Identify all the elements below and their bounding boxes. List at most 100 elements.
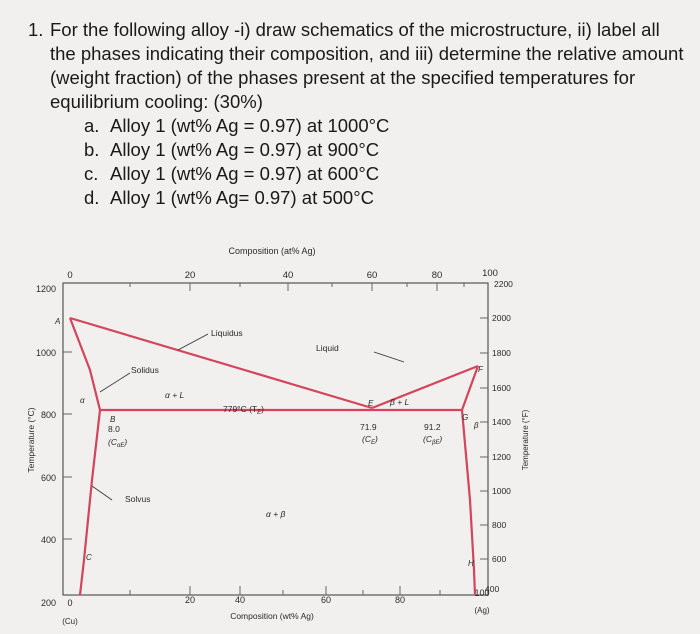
right-tick-label: 600	[492, 554, 506, 564]
liquidus-label: Liquidus	[211, 328, 243, 338]
beta-l-label: β + L	[389, 397, 410, 407]
alpha-region-label: α	[80, 396, 85, 405]
right-tick-label: 2200	[494, 279, 513, 289]
part-letter: b.	[84, 139, 100, 160]
point-f-label: F	[478, 365, 484, 374]
solidus-leader	[99, 372, 131, 393]
part-letter: c.	[84, 163, 99, 184]
liquidus-right-line	[371, 364, 479, 410]
top-tick-labels: 0 20 40 60 80 100	[67, 268, 498, 281]
question-stem: 1. For the following alloy -i) draw sche…	[28, 18, 688, 114]
c-e-symbol: (CE)	[362, 434, 378, 446]
left-tick-label: 1200	[36, 284, 56, 294]
region-labels: Liquidus Liquid Solidus α + L β + L 779°…	[108, 328, 442, 519]
liquidus-leader	[177, 333, 209, 351]
bottom-axis-title: Composition (wt% Ag)	[230, 611, 314, 621]
top-tick-label: 20	[185, 270, 196, 281]
c-alpha-e-close: )	[123, 437, 127, 447]
cu-label: (Cu)	[62, 617, 78, 626]
bottom-tick-label: 40	[235, 595, 245, 605]
eutectic-temp-text: 779°C (T	[223, 404, 257, 414]
question-text: For the following alloy -i) draw schemat…	[50, 19, 684, 112]
top-tick-label: 40	[283, 270, 294, 281]
left-tick-label: 600	[41, 473, 56, 483]
top-tick-label: 0	[67, 270, 72, 281]
solvus-label: Solvus	[125, 494, 151, 504]
beta-region-label: β	[473, 421, 479, 430]
left-tick-label: 1000	[36, 348, 56, 358]
right-tick-label: 400	[485, 584, 499, 594]
c-e-sub: E	[371, 440, 376, 446]
part-text: Alloy 1 (wt% Ag = 0.97) at 600°C	[110, 163, 380, 184]
question-parts: a. Alloy 1 (wt% Ag = 0.97) at 1000°C b. Al…	[84, 114, 688, 210]
right-tick-label: 1400	[492, 417, 511, 427]
left-tick-marks	[63, 351, 72, 540]
part-letter: a.	[84, 115, 100, 136]
left-tick-label: 800	[41, 410, 56, 420]
phase-boundaries	[68, 316, 480, 596]
point-b-label: B	[110, 415, 116, 424]
top-axis-title: Composition (at% Ag)	[228, 246, 315, 256]
ag-label: (Ag)	[474, 606, 489, 615]
liquidus-left-line	[69, 316, 373, 410]
c-alpha-e-symbol: (CαE)	[108, 437, 127, 449]
c-beta-e-symbol: (CβE)	[423, 434, 442, 446]
c-alpha-e-sub: αE	[117, 443, 125, 449]
point-e-label: E	[368, 399, 374, 408]
right-tick-label: 1200	[492, 452, 511, 462]
point-h-label: H	[468, 559, 474, 568]
c-e-value: 71.9	[360, 422, 377, 432]
point-labels: A B C E F G H α β	[54, 317, 484, 568]
left-tick-label: 400	[41, 535, 56, 545]
solvus-right-line	[460, 409, 477, 596]
solvus-left-line	[78, 409, 102, 596]
right-tick-label: 1000	[492, 486, 511, 496]
left-axis-title: Temperature (°C)	[26, 407, 36, 472]
part-letter: d.	[84, 187, 100, 208]
top-tick-marks	[129, 283, 465, 291]
question-number: 1.	[28, 19, 44, 40]
part-text: Alloy 1 (wt% Ag = 0.97) at 1000°C	[110, 115, 390, 136]
right-tick-label: 2000	[492, 313, 511, 323]
point-g-label: G	[462, 413, 468, 422]
liquid-label: Liquid	[316, 343, 339, 353]
bottom-tick-label: 80	[395, 595, 405, 605]
c-beta-e-sub: βE	[431, 440, 440, 446]
part-c: c. Alloy 1 (wt% Ag = 0.97) at 600°C	[84, 162, 688, 186]
c-e-sym: (C	[362, 434, 372, 444]
eutectic-temp-label: 779°C (TE)	[223, 404, 264, 416]
alpha-beta-label: α + β	[266, 509, 286, 519]
point-a-label: A	[54, 317, 60, 326]
bottom-tick-label: 0	[67, 598, 72, 608]
c-beta-e-sym: (C	[423, 434, 433, 444]
top-tick-label: 80	[432, 270, 443, 281]
part-d: d. Alloy 1 (wt% Ag= 0.97) at 500°C	[84, 186, 688, 210]
top-tick-label: 100	[482, 268, 498, 279]
bottom-tick-label: 20	[185, 595, 195, 605]
phase-diagram-figure: Composition (at% Ag) 0 20 40 60 80 100 1…	[0, 238, 700, 629]
leader-lines	[91, 333, 405, 501]
part-a: a. Alloy 1 (wt% Ag = 0.97) at 1000°C	[84, 114, 688, 138]
solidus-left-line	[68, 317, 102, 411]
alpha-l-label: α + L	[165, 390, 185, 400]
part-text: Alloy 1 (wt% Ag= 0.97) at 500°C	[110, 187, 374, 208]
right-tick-label: 800	[492, 520, 506, 530]
eutectic-temp-sub: E	[257, 410, 262, 416]
liquid-to-f-leader	[373, 351, 405, 363]
right-tick-label: 1800	[492, 348, 511, 358]
c-beta-e-close: )	[438, 434, 442, 444]
top-tick-label: 60	[367, 270, 378, 281]
c-beta-e-value: 91.2	[424, 422, 441, 432]
eutectic-temp-close: )	[261, 404, 264, 414]
c-alpha-e-sym: (C	[108, 437, 118, 447]
bottom-tick-label: 100	[474, 588, 489, 598]
solidus-label: Solidus	[131, 365, 159, 375]
right-tick-marks	[480, 317, 488, 560]
part-text: Alloy 1 (wt% Ag = 0.97) at 900°C	[110, 139, 380, 160]
right-tick-label: 1600	[492, 383, 511, 393]
right-axis-title: Temperature (°F)	[521, 409, 530, 470]
c-e-close: )	[374, 434, 378, 444]
point-c-label: C	[86, 553, 92, 562]
bottom-tick-labels: 0 20 40 60 80 100	[67, 588, 489, 608]
left-tick-labels: 1200 1000 800 600 400 200	[36, 284, 56, 608]
